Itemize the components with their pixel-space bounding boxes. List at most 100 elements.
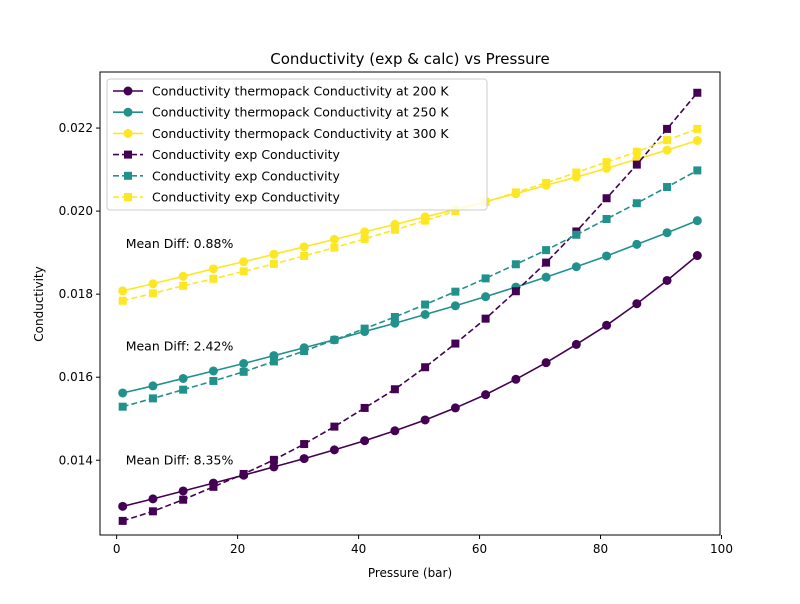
- legend-marker: [124, 150, 132, 159]
- data-point: [663, 183, 672, 192]
- data-point: [360, 234, 369, 243]
- data-point: [148, 381, 158, 391]
- data-point: [541, 358, 551, 368]
- x-tick-label: 0: [113, 542, 121, 556]
- series-4: [118, 88, 702, 525]
- data-point: [663, 136, 672, 145]
- data-point: [511, 374, 521, 384]
- data-point: [360, 403, 369, 412]
- legend-label: Conductivity exp Conductivity: [152, 190, 340, 205]
- axis-ticks: 0 20 40 60 80 100 0.014 0.016 0.018 0.020 0.022: [59, 121, 733, 556]
- data-point: [239, 469, 248, 478]
- plot-frame: [99, 71, 721, 536]
- legend-marker: [123, 128, 133, 138]
- series-line: [122, 219, 698, 394]
- data-point: [662, 275, 672, 285]
- series-6: [118, 124, 702, 305]
- data-point: [450, 301, 460, 311]
- legend-marker: [123, 107, 133, 117]
- data-point: [330, 335, 339, 344]
- data-point: [269, 249, 279, 259]
- data-point: [632, 160, 641, 169]
- data-point: [632, 147, 641, 156]
- data-point: [239, 257, 249, 267]
- legend-box: [106, 78, 488, 211]
- data-point: [390, 312, 399, 321]
- data-point: [148, 289, 157, 298]
- series-1: [118, 251, 702, 511]
- data-point: [148, 494, 158, 504]
- y-axis-label: Conductivity: [32, 266, 46, 341]
- data-point: [421, 363, 430, 372]
- y-tick-label: 0.022: [59, 121, 93, 135]
- y-tick-label: 0.014: [59, 453, 93, 467]
- data-point: [511, 188, 520, 197]
- data-point: [390, 385, 399, 394]
- data-point: [329, 445, 339, 455]
- data-point: [451, 207, 460, 216]
- data-point: [269, 259, 278, 268]
- data-point: [118, 516, 127, 525]
- x-tick-label: 20: [230, 542, 245, 556]
- data-point: [481, 314, 490, 323]
- data-point: [148, 507, 157, 516]
- series-2: [118, 216, 702, 398]
- data-point: [602, 158, 611, 167]
- data-point: [692, 216, 702, 226]
- plot-area: Mean Diff: 8.35% Mean Diff: 2.42% Mean Dif…: [118, 88, 702, 525]
- data-point: [602, 320, 612, 330]
- data-point: [178, 373, 188, 383]
- data-point: [330, 243, 339, 252]
- data-point: [360, 227, 370, 237]
- data-point: [662, 228, 672, 238]
- data-point: [239, 267, 248, 276]
- data-point: [209, 376, 218, 385]
- data-point: [662, 145, 672, 155]
- legend: Conductivity thermopack Conductivity at …: [106, 78, 488, 211]
- data-point: [148, 279, 158, 289]
- y-tick-label: 0.016: [59, 370, 93, 384]
- series-line: [122, 254, 698, 508]
- series-5: [118, 166, 702, 411]
- data-point: [208, 366, 218, 376]
- mean-diff-annotation: Mean Diff: 0.88%: [126, 236, 234, 251]
- data-point: [602, 194, 611, 203]
- data-point: [330, 422, 339, 431]
- data-point: [269, 357, 278, 366]
- data-point: [572, 168, 581, 177]
- y-tick-label: 0.020: [59, 204, 93, 218]
- data-point: [542, 178, 551, 187]
- legend-label: Conductivity thermopack Conductivity at …: [152, 84, 449, 99]
- data-point: [118, 286, 128, 296]
- data-point: [481, 292, 491, 302]
- data-point: [300, 440, 309, 449]
- data-point: [602, 251, 612, 261]
- data-point: [360, 324, 369, 333]
- data-point: [179, 495, 188, 504]
- data-point: [178, 486, 188, 496]
- data-point: [179, 281, 188, 290]
- data-point: [572, 230, 581, 239]
- data-point: [148, 394, 157, 403]
- data-point: [511, 260, 520, 269]
- data-point: [239, 359, 249, 369]
- data-point: [179, 385, 188, 394]
- data-point: [692, 136, 702, 146]
- data-point: [571, 339, 581, 349]
- data-point: [421, 216, 430, 225]
- data-point: [693, 88, 702, 97]
- data-point: [269, 455, 278, 464]
- data-point: [178, 271, 188, 281]
- data-point: [299, 242, 309, 252]
- legend-label: Conductivity exp Conductivity: [152, 147, 340, 162]
- legend-marker: [124, 171, 132, 180]
- data-point: [118, 501, 128, 511]
- data-point: [632, 199, 641, 208]
- legend-marker: [123, 86, 133, 96]
- data-point: [663, 124, 672, 133]
- series-line: [122, 169, 698, 408]
- x-tick-label: 100: [710, 542, 733, 556]
- data-point: [208, 264, 218, 274]
